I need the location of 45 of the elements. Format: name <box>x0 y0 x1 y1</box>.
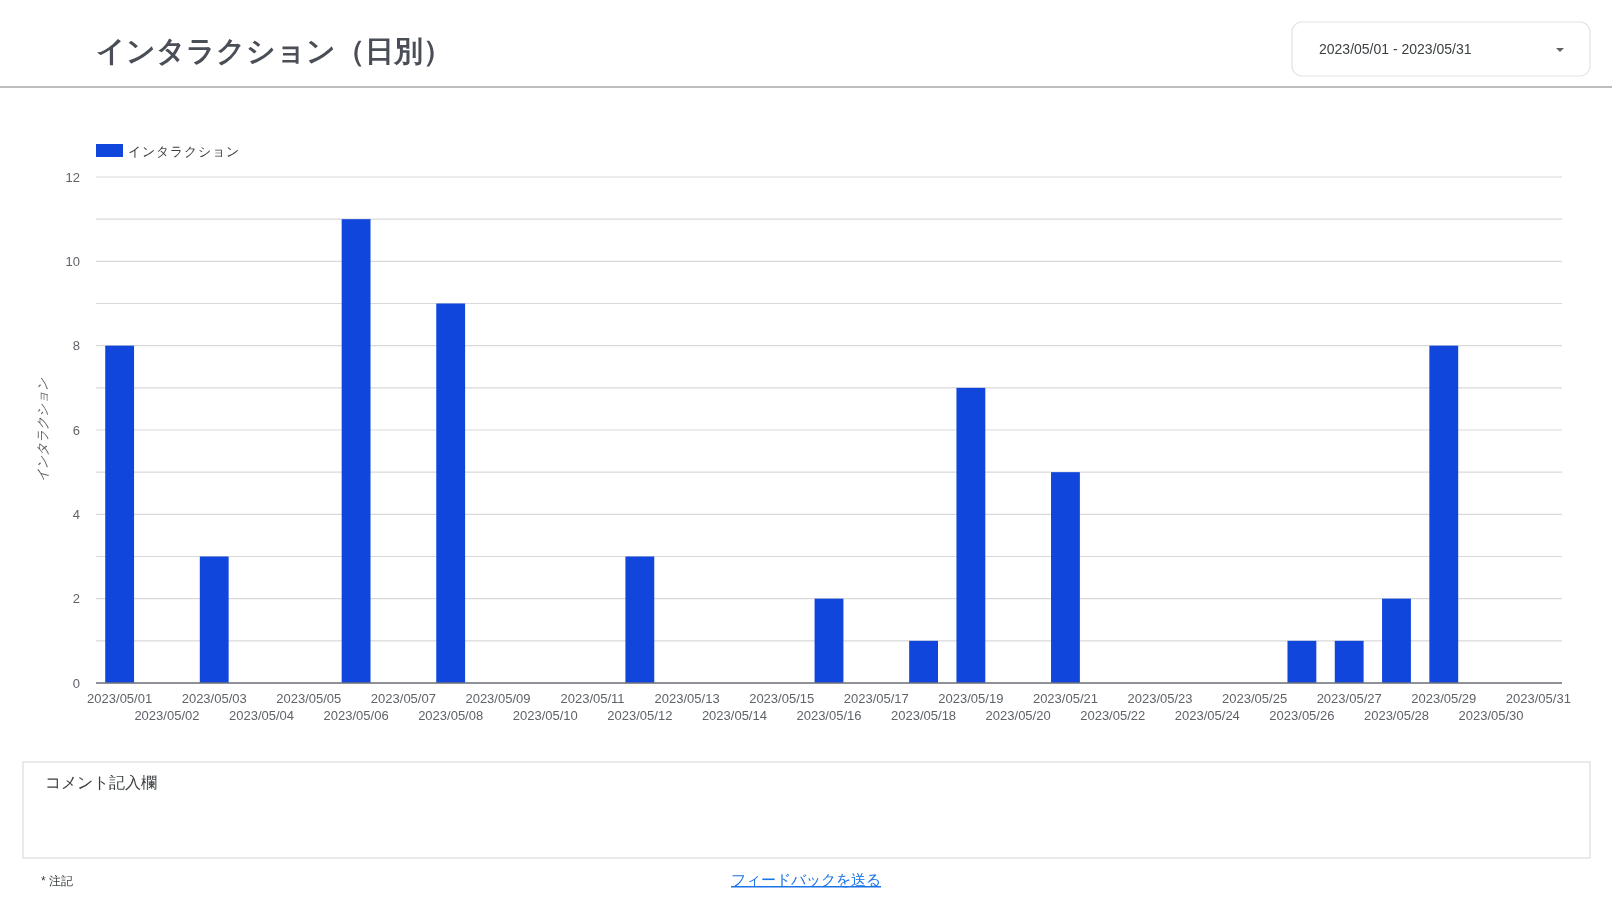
y-tick-label: 10 <box>65 253 80 269</box>
x-tick-label: 2023/05/29 <box>1411 691 1477 706</box>
y-tick-label: 8 <box>72 338 80 354</box>
x-tick-label: 2023/05/24 <box>1174 708 1240 723</box>
x-tick-label: 2023/05/31 <box>1505 691 1571 706</box>
note: * 注記 <box>41 874 73 888</box>
title: インタラクション（日別） <box>96 35 452 67</box>
y-tick-label: 6 <box>72 422 80 438</box>
x-tick-label: 2023/05/11 <box>560 691 625 706</box>
x-tick-label: 2023/05/13 <box>654 691 720 706</box>
x-tick-label: 2023/05/01 <box>87 691 153 706</box>
x-tick-label: 2023/05/04 <box>229 708 295 723</box>
x-tick-label: 2023/05/12 <box>607 708 673 723</box>
x-tick-label: 2023/05/20 <box>985 708 1051 723</box>
y-tick-label: 2 <box>72 591 80 607</box>
x-tick-label: 2023/05/08 <box>418 708 484 723</box>
x-tick-label: 2023/05/25 <box>1222 691 1288 706</box>
x-tick-label: 2023/05/18 <box>891 708 957 723</box>
date-range: 2023/05/01 - 2023/05/31 <box>1319 41 1472 57</box>
x-tick-label: 2023/05/10 <box>512 708 578 723</box>
x-tick-label: 2023/05/19 <box>938 691 1004 706</box>
x-tick-label: 2023/05/05 <box>276 691 342 706</box>
x-tick-label: 2023/05/15 <box>749 691 815 706</box>
feedback-link: フィードバックを送る <box>731 871 881 888</box>
x-tick-label: 2023/05/22 <box>1080 708 1146 723</box>
x-tick-label: 2023/05/23 <box>1127 691 1193 706</box>
x-tick-label: 2023/05/27 <box>1316 691 1382 706</box>
x-tick-label: 2023/05/16 <box>796 708 862 723</box>
comment-label: コメント記入欄 <box>45 774 157 791</box>
x-tick-label: 2023/05/02 <box>134 708 200 723</box>
x-tick-label: 2023/05/03 <box>181 691 247 706</box>
x-tick-label: 2023/05/14 <box>701 708 767 723</box>
x-tick-label: 2023/05/17 <box>843 691 909 706</box>
y-axis-title: インタラクション <box>35 378 50 482</box>
x-tick-label: 2023/05/06 <box>323 708 389 723</box>
x-tick-label: 2023/05/26 <box>1269 708 1335 723</box>
y-tick-label: 4 <box>72 506 80 522</box>
x-tick-label: 2023/05/28 <box>1363 708 1429 723</box>
y-tick-label: 0 <box>72 675 80 691</box>
x-tick-label: 2023/05/30 <box>1458 708 1524 723</box>
x-tick-label: 2023/05/21 <box>1032 691 1098 706</box>
legend-label: インタラクション <box>128 144 240 159</box>
x-tick-label: 2023/05/07 <box>370 691 436 706</box>
y-tick-label: 12 <box>65 169 80 185</box>
x-tick-label: 2023/05/09 <box>465 691 531 706</box>
